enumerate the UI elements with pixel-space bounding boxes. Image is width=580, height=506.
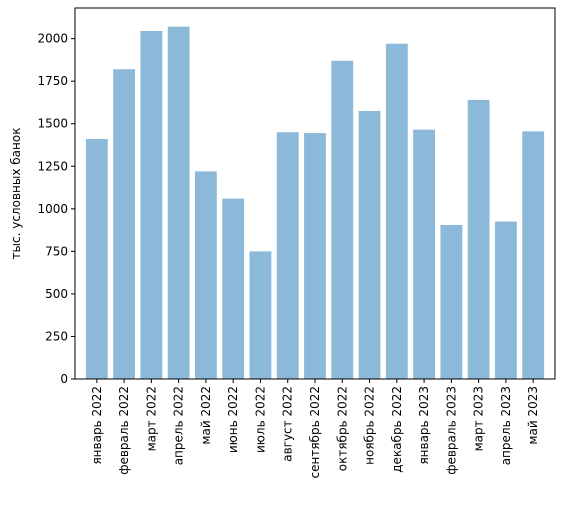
y-tick-label: 1250: [37, 159, 68, 173]
x-tick-label: март 2022: [144, 386, 158, 451]
y-tick-label: 1500: [37, 117, 68, 131]
y-tick-label: 1750: [37, 74, 68, 88]
x-tick-label: июнь 2022: [226, 386, 240, 453]
bar-10: [331, 60, 354, 379]
y-tick-label: 250: [45, 329, 68, 343]
bar-11: [358, 110, 381, 380]
y-tick-label: 0: [60, 372, 68, 386]
x-tick-label: август 2022: [281, 386, 295, 462]
bar-6: [222, 198, 245, 379]
bar-14: [440, 224, 463, 379]
bars-group: [85, 26, 545, 380]
bar-1: [85, 139, 108, 379]
bar-16: [495, 221, 517, 379]
bar-8: [276, 132, 299, 379]
bar-3: [140, 30, 163, 380]
x-tick-label: январь 2022: [90, 386, 104, 465]
y-tick-label: 500: [45, 287, 68, 301]
bar-13: [413, 129, 435, 379]
x-tick-label: март 2023: [472, 386, 486, 451]
plot-frame: [74, 7, 556, 380]
x-tick-label: сентябрь 2022: [308, 386, 322, 478]
x-tick-label: февраль 2023: [444, 386, 458, 475]
y-axis: 0 250 500 750 1000 1250 1500 1750 2000: [37, 32, 75, 386]
bar-2: [113, 69, 135, 379]
y-tick-label: 2000: [37, 32, 68, 46]
x-tick-label: октябрь 2022: [335, 386, 349, 471]
x-tick-label: февраль 2022: [117, 386, 131, 475]
x-tick-label: декабрь 2022: [390, 386, 404, 473]
x-tick-label: январь 2023: [417, 386, 431, 465]
bar-9: [304, 133, 326, 379]
x-tick-label: ноябрь 2022: [363, 386, 377, 465]
x-tick-label: апрель 2022: [172, 386, 186, 465]
y-axis-label: тыс. условных банок: [9, 128, 23, 260]
x-tick-label: апрель 2023: [499, 386, 513, 465]
bar-17: [522, 131, 545, 379]
bar-12: [385, 43, 408, 380]
x-axis: январь 2022 февраль 2022 март 2022 апрель 2…: [90, 379, 540, 478]
x-tick-label: май 2022: [199, 386, 213, 445]
bar-7: [249, 251, 272, 379]
x-tick-label: июль 2022: [253, 386, 267, 453]
bar-15: [467, 99, 490, 380]
y-tick-label: 1000: [37, 202, 68, 216]
x-tick-label: май 2023: [526, 386, 540, 445]
bar-5: [195, 171, 217, 379]
y-tick-label: 750: [45, 244, 68, 258]
bar-4: [167, 26, 190, 379]
